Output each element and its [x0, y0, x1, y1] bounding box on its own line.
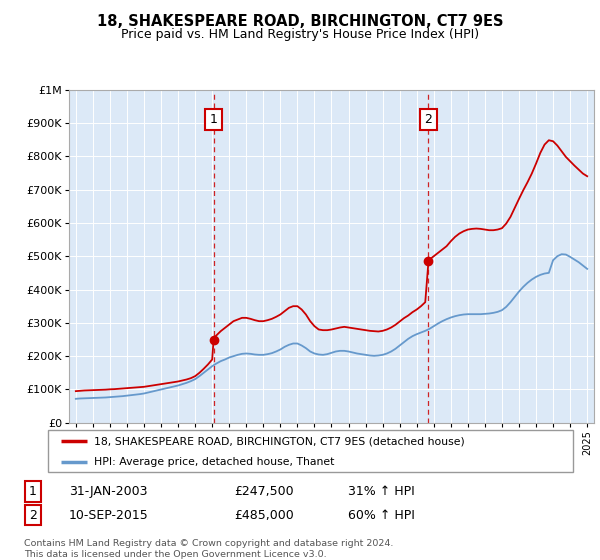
- Text: 1: 1: [209, 113, 217, 126]
- Text: £247,500: £247,500: [234, 485, 293, 498]
- Text: 18, SHAKESPEARE ROAD, BIRCHINGTON, CT7 9ES: 18, SHAKESPEARE ROAD, BIRCHINGTON, CT7 9…: [97, 14, 503, 29]
- Text: 2: 2: [425, 113, 433, 126]
- Text: £485,000: £485,000: [234, 508, 294, 522]
- Text: 2: 2: [29, 508, 37, 522]
- Text: 10-SEP-2015: 10-SEP-2015: [69, 508, 149, 522]
- Text: 1: 1: [29, 485, 37, 498]
- Text: This data is licensed under the Open Government Licence v3.0.: This data is licensed under the Open Gov…: [24, 550, 326, 559]
- Text: 31% ↑ HPI: 31% ↑ HPI: [348, 485, 415, 498]
- Text: 18, SHAKESPEARE ROAD, BIRCHINGTON, CT7 9ES (detached house): 18, SHAKESPEARE ROAD, BIRCHINGTON, CT7 9…: [94, 436, 465, 446]
- Text: Price paid vs. HM Land Registry's House Price Index (HPI): Price paid vs. HM Land Registry's House …: [121, 28, 479, 41]
- Text: HPI: Average price, detached house, Thanet: HPI: Average price, detached house, Than…: [94, 458, 335, 467]
- Text: 60% ↑ HPI: 60% ↑ HPI: [348, 508, 415, 522]
- FancyBboxPatch shape: [48, 430, 573, 472]
- Text: Contains HM Land Registry data © Crown copyright and database right 2024.: Contains HM Land Registry data © Crown c…: [24, 539, 394, 548]
- Text: 31-JAN-2003: 31-JAN-2003: [69, 485, 148, 498]
